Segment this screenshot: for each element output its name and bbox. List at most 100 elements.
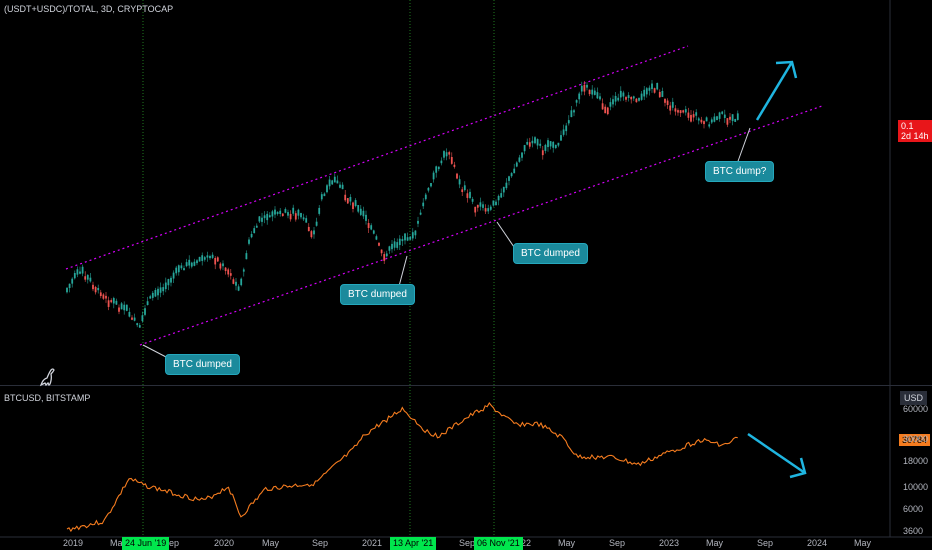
candle-body-94 bbox=[310, 231, 313, 238]
candle-body-78 bbox=[268, 215, 271, 218]
candle-body-2 bbox=[71, 278, 74, 284]
candle-body-34 bbox=[154, 289, 157, 297]
candle-body-56 bbox=[211, 254, 214, 258]
candle-body-33 bbox=[151, 292, 154, 298]
candle-body-98 bbox=[320, 194, 323, 200]
candle-body-236 bbox=[679, 110, 682, 114]
callout-btc-dumped-1: BTC dumped bbox=[165, 354, 240, 375]
candle-body-50 bbox=[196, 260, 198, 264]
candle-body-124 bbox=[388, 246, 391, 251]
candle-body-88 bbox=[294, 213, 297, 220]
candle-body-193 bbox=[567, 120, 570, 124]
candle-body-89 bbox=[297, 209, 300, 216]
candle-body-49 bbox=[193, 261, 196, 266]
channel-upper-line bbox=[65, 45, 689, 270]
candle-body-150 bbox=[456, 173, 458, 179]
candle-body-226 bbox=[653, 88, 656, 93]
candle-body-195 bbox=[573, 110, 575, 113]
candle-body-182 bbox=[539, 143, 542, 146]
candle-body-165 bbox=[495, 201, 497, 206]
candle-body-105 bbox=[339, 184, 341, 188]
candle-body-161 bbox=[484, 208, 487, 212]
callout-btc-dumped-2: BTC dumped bbox=[340, 284, 415, 305]
candle-body-202 bbox=[591, 89, 594, 95]
candle-body-122 bbox=[383, 254, 386, 261]
candle-body-133 bbox=[411, 232, 414, 239]
candle-body-74 bbox=[258, 216, 261, 222]
candle-body-247 bbox=[708, 124, 711, 127]
candle-body-225 bbox=[651, 83, 653, 90]
candle-body-90 bbox=[300, 213, 302, 218]
x-tick-label: May bbox=[262, 538, 280, 548]
x-tick-label: 2019 bbox=[63, 538, 84, 548]
candle-body-37 bbox=[162, 287, 165, 292]
candle-body-82 bbox=[279, 210, 282, 214]
candle-body-27 bbox=[136, 323, 139, 326]
candle-body-121 bbox=[380, 249, 383, 254]
candle-body-176 bbox=[523, 145, 526, 152]
main-price-tag: 0.1 2d 14h bbox=[898, 120, 932, 142]
candle-body-99 bbox=[323, 193, 326, 197]
candle-body-112 bbox=[357, 205, 360, 212]
candle-body-59 bbox=[219, 263, 222, 269]
btc-y-tick-label: 18000 bbox=[903, 456, 929, 467]
down-arrow-icon bbox=[747, 432, 806, 475]
candle-body-186 bbox=[549, 141, 552, 147]
x-tick-label: 2024 bbox=[807, 538, 828, 548]
candle-body-224 bbox=[648, 87, 651, 91]
candle-body-17 bbox=[110, 300, 113, 303]
candle-body-217 bbox=[630, 96, 633, 100]
candle-body-67 bbox=[240, 278, 243, 286]
candle-body-137 bbox=[422, 202, 425, 207]
candle-body-61 bbox=[224, 267, 227, 272]
candle-body-253 bbox=[723, 114, 726, 118]
candle-body-159 bbox=[479, 202, 482, 207]
candle-body-41 bbox=[172, 272, 175, 279]
candle-body-24 bbox=[128, 311, 131, 317]
candle-body-45 bbox=[183, 268, 185, 271]
candle-body-5 bbox=[79, 271, 81, 274]
channel-lower-line bbox=[139, 105, 823, 346]
candle-body-47 bbox=[188, 259, 191, 266]
candle-body-209 bbox=[609, 102, 612, 107]
candle-body-102 bbox=[331, 180, 334, 185]
callout-pointer-3 bbox=[496, 221, 515, 248]
candle-body-177 bbox=[526, 141, 529, 145]
candle-body-65 bbox=[235, 281, 237, 286]
candle-body-96 bbox=[315, 221, 318, 226]
candle-body-8 bbox=[86, 274, 89, 280]
candle-body-254 bbox=[726, 118, 729, 125]
candle-body-141 bbox=[432, 172, 435, 180]
candle-body-12 bbox=[97, 287, 100, 291]
currency-label[interactable]: USD bbox=[900, 391, 928, 405]
candle-body-110 bbox=[352, 202, 354, 209]
pane-divider[interactable] bbox=[0, 385, 932, 386]
candle-body-13 bbox=[99, 292, 102, 297]
candle-body-32 bbox=[149, 296, 152, 299]
btc-y-tick-label: 3600 bbox=[903, 526, 924, 536]
candle-body-139 bbox=[427, 187, 430, 191]
candle-body-190 bbox=[560, 135, 562, 141]
candle-body-87 bbox=[292, 207, 295, 214]
btc-y-tick-label: 30000 bbox=[903, 433, 929, 444]
candle-body-0 bbox=[66, 287, 68, 293]
candle-body-154 bbox=[466, 193, 469, 198]
candle-body-237 bbox=[682, 110, 685, 113]
candle-body-29 bbox=[141, 315, 144, 322]
candle-body-126 bbox=[393, 241, 396, 248]
candle-body-241 bbox=[692, 114, 695, 118]
candle-body-219 bbox=[635, 98, 638, 103]
candle-body-125 bbox=[391, 243, 393, 250]
candle-body-230 bbox=[664, 98, 666, 103]
btc-y-tick-label: 60000 bbox=[903, 403, 929, 414]
candle-body-234 bbox=[674, 108, 677, 112]
candle-body-218 bbox=[632, 96, 635, 99]
candle-body-120 bbox=[378, 242, 380, 246]
candle-body-175 bbox=[521, 152, 523, 158]
candle-body-1 bbox=[68, 283, 71, 289]
candle-body-109 bbox=[349, 196, 352, 202]
candle-body-255 bbox=[729, 116, 731, 120]
candle-body-187 bbox=[552, 141, 555, 148]
up-arrow-head-icon bbox=[775, 60, 798, 79]
